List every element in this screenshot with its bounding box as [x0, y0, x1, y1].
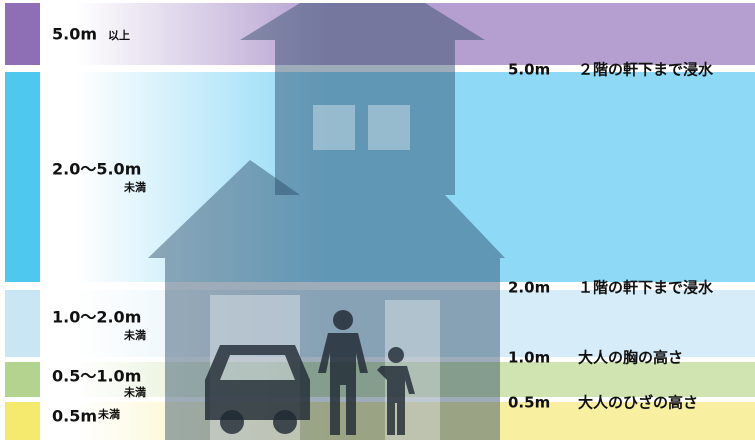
markers: 5.0m ２階の軒下まで浸水 2.0m １階の軒下まで浸水 1.0m 大人の胸の… — [508, 61, 714, 412]
level-note: 以上 — [108, 28, 130, 42]
level-range: 2.0～5.0m — [52, 160, 141, 179]
swatch — [5, 402, 40, 440]
upper-roof — [240, 3, 485, 40]
figures — [205, 310, 415, 435]
level-note: 未満 — [97, 407, 120, 421]
marker-depth: 0.5m — [508, 394, 550, 412]
house — [148, 3, 505, 440]
upper-floor — [275, 40, 455, 195]
car — [205, 345, 310, 420]
marker-description: 大人のひざの高さ — [578, 394, 698, 412]
level-labels: 5.0m 以上 2.0～5.0m 未満 1.0～2.0m 未満 0.5～1.0m… — [52, 25, 146, 426]
child-head — [388, 347, 404, 363]
wheel — [273, 410, 297, 434]
marker-description: 大人の胸の高さ — [578, 349, 683, 367]
band — [40, 290, 755, 357]
child — [377, 366, 415, 435]
window — [368, 105, 410, 150]
swatch — [5, 290, 40, 357]
level-note: 未満 — [123, 385, 146, 399]
level-note: 未満 — [123, 180, 146, 194]
level-note: 未満 — [123, 328, 146, 342]
marker-description: １階の軒下まで浸水 — [578, 279, 714, 297]
swatch — [5, 3, 40, 65]
level-range: 0.5～1.0m — [52, 367, 141, 386]
swatch — [5, 72, 40, 282]
lower-roof — [148, 160, 505, 258]
window — [313, 105, 355, 150]
band — [40, 72, 755, 282]
level-range: 5.0m — [52, 25, 97, 44]
marker-description: ２階の軒下まで浸水 — [578, 61, 714, 79]
swatch — [5, 362, 40, 397]
adult — [318, 333, 368, 435]
marker-depth: 2.0m — [508, 279, 550, 297]
level-range: 1.0～2.0m — [52, 308, 141, 327]
adult-head — [333, 310, 353, 330]
marker-depth: 5.0m — [508, 61, 550, 79]
wheel — [220, 410, 244, 434]
marker-depth: 1.0m — [508, 349, 550, 367]
level-range: 0.5m — [52, 407, 97, 426]
band — [40, 3, 755, 65]
